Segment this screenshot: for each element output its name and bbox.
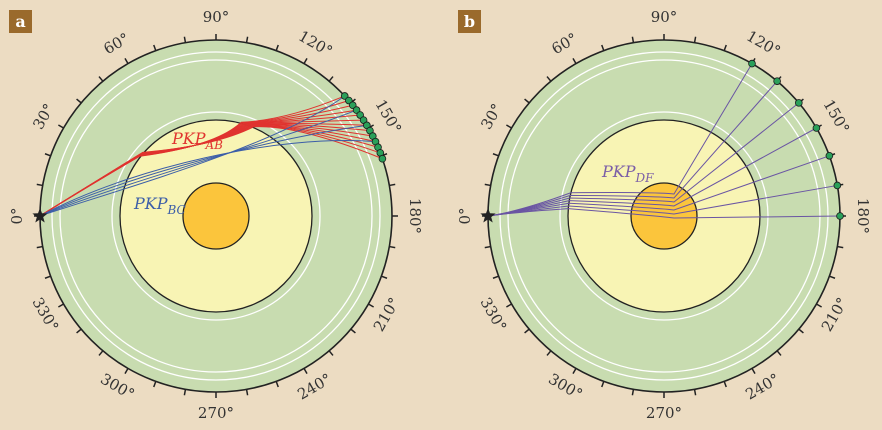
tick-mark	[44, 153, 51, 157]
receiver-station	[795, 99, 803, 107]
degree-label: 270°	[646, 404, 682, 422]
transition-zone-line-outer	[51, 51, 381, 381]
receiver-station	[836, 212, 844, 220]
ray-paths-ab	[39, 95, 383, 217]
tick-mark	[816, 303, 822, 308]
tick-mark	[829, 275, 836, 279]
degree-label: 90°	[203, 8, 230, 26]
tick-mark	[524, 98, 530, 104]
ray-bc	[39, 95, 346, 217]
tick-mark	[36, 245, 43, 249]
tick-mark	[631, 389, 635, 396]
transition-zone-line-inner	[59, 59, 373, 373]
tick-mark	[506, 303, 512, 308]
tick-mark	[389, 183, 396, 187]
ray-paths-bc	[39, 95, 376, 217]
tick-mark	[546, 350, 552, 356]
inner-core	[182, 182, 250, 250]
pkp-df-label: PKPDF	[601, 162, 654, 185]
tick-mark	[837, 245, 844, 249]
receiver-station	[825, 152, 834, 160]
panel-letter-box	[9, 10, 32, 33]
tick-mark	[44, 275, 51, 279]
tick-mark	[303, 58, 308, 64]
d-double-prime-line	[559, 111, 769, 321]
receiver-station	[812, 124, 821, 132]
receiver-station	[378, 154, 387, 163]
tick-mark	[572, 368, 577, 374]
tick-mark	[601, 381, 605, 388]
ray-bc	[39, 124, 367, 217]
tick-mark	[153, 44, 157, 51]
tick-mark	[76, 328, 82, 334]
tick-mark	[693, 389, 697, 396]
tick-mark	[798, 328, 804, 334]
tick-mark	[98, 350, 104, 356]
tick-mark	[484, 245, 491, 249]
ray-bc	[39, 140, 376, 217]
tick-mark	[245, 36, 249, 43]
panel-letter: a	[15, 12, 25, 31]
d-double-prime-line	[111, 111, 321, 321]
tick-mark	[124, 58, 129, 64]
panel-letter-box	[458, 10, 481, 33]
receivers	[748, 59, 844, 220]
tick-mark	[98, 76, 104, 82]
degree-label: 0°	[8, 207, 26, 224]
receiver-station	[773, 77, 781, 85]
tick-mark	[76, 98, 82, 104]
degree-label: 90°	[651, 8, 678, 26]
tick-mark	[368, 303, 374, 308]
pkp-ab-label: PKPAB	[171, 129, 223, 152]
tick-mark	[693, 36, 697, 43]
tick-mark	[572, 58, 577, 64]
ray-bc	[39, 109, 357, 217]
tick-marks	[34, 34, 398, 398]
tick-mark	[275, 44, 279, 51]
tick-mark	[546, 76, 552, 82]
tick-mark	[58, 124, 64, 129]
tick-mark	[153, 381, 157, 388]
tick-mark	[492, 153, 499, 157]
source-star-icon	[32, 208, 48, 223]
tick-mark	[751, 368, 756, 374]
tick-mark	[275, 381, 279, 388]
panel-letter: b	[464, 12, 475, 31]
tick-mark	[524, 328, 530, 334]
tick-mark	[58, 303, 64, 308]
inner-core	[630, 182, 698, 250]
tick-mark	[183, 36, 187, 43]
tick-mark	[601, 44, 605, 51]
degree-label: 270°	[198, 404, 234, 422]
degree-label: 180°	[854, 198, 872, 234]
ray-df	[487, 208, 841, 219]
tick-mark	[328, 76, 334, 82]
tick-mark	[389, 245, 396, 249]
tick-mark	[506, 124, 512, 129]
tick-mark	[183, 389, 187, 396]
source-star-icon	[480, 208, 496, 223]
tick-mark	[328, 350, 334, 356]
tick-mark	[492, 275, 499, 279]
tick-mark	[124, 368, 129, 374]
tick-mark	[245, 389, 249, 396]
tick-mark	[36, 183, 43, 187]
degree-label: 0°	[456, 207, 474, 224]
tick-mark	[723, 381, 727, 388]
receiver-station	[833, 181, 842, 190]
receiver-station	[748, 59, 756, 68]
tick-mark	[484, 183, 491, 187]
receiver-station	[356, 111, 364, 119]
tick-mark	[723, 44, 727, 51]
tick-mark	[776, 350, 782, 356]
receivers	[340, 92, 387, 163]
degree-label: 180°	[406, 198, 424, 234]
ray-paths-df	[487, 63, 841, 219]
tick-mark	[350, 328, 356, 334]
tick-mark	[381, 275, 388, 279]
pkp-bc-label: PKPBC	[133, 194, 186, 217]
tick-mark	[631, 36, 635, 43]
tick-mark	[303, 368, 308, 374]
